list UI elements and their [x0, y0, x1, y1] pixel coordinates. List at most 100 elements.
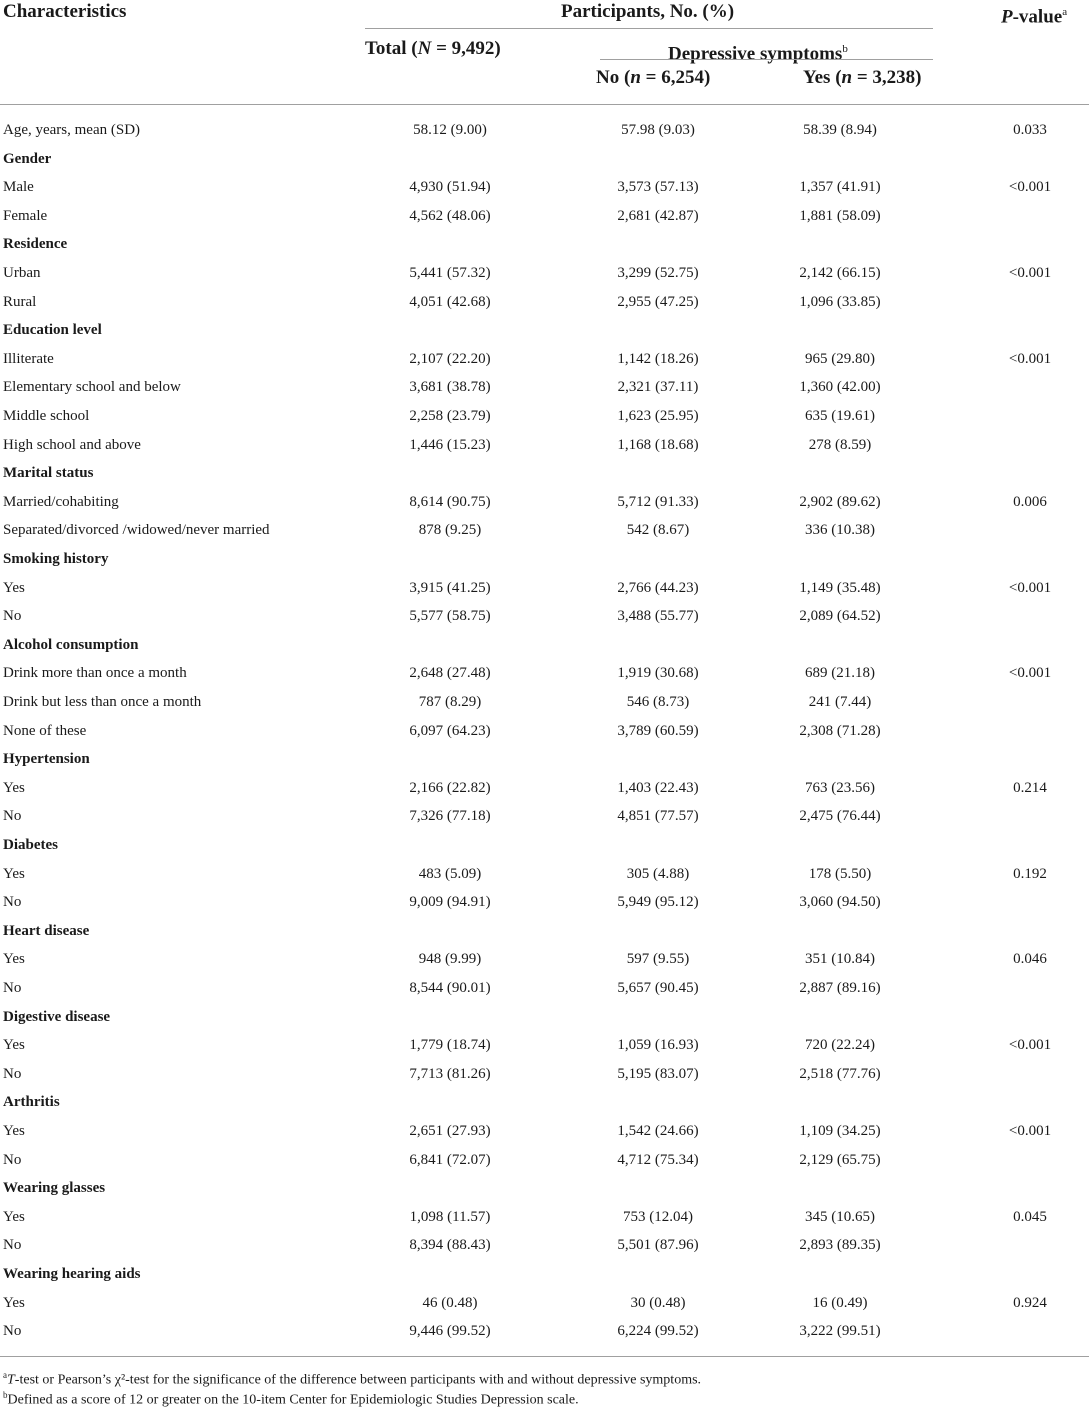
header-pvalue: P-valuea: [1001, 1, 1067, 28]
table-row: No 8,394 (88.43) 5,501 (87.96) 2,893 (89.35…: [0, 1231, 1089, 1260]
table-row: Male 4,930 (51.94) 3,573 (57.13) 1,357 (41.…: [0, 173, 1089, 202]
cell-yes-depressive: 1,096 (33.85): [799, 293, 881, 310]
cell-no-depressive: 305 (4.88): [626, 865, 690, 882]
table-row: No 7,713 (81.26) 5,195 (83.07) 2,518 (77.76…: [0, 1060, 1089, 1089]
cell-total: 7,713 (81.26): [409, 1065, 491, 1082]
cell-no-depressive: 2,321 (37.11): [617, 379, 699, 396]
section-header-row: Residence: [0, 230, 1089, 259]
cell-characteristic: Residence: [3, 236, 68, 253]
cell-yes-depressive: 2,129 (65.75): [799, 1151, 881, 1168]
table-row: No 5,577 (58.75) 3,488 (55.77) 2,089 (64.52…: [0, 602, 1089, 631]
cell-total: 1,779 (18.74): [409, 1037, 491, 1054]
header-yes-prefix: Yes (: [803, 67, 842, 88]
table-row: No 7,326 (77.18) 4,851 (77.57) 2,475 (76.44…: [0, 802, 1089, 831]
cell-yes-depressive: 3,060 (94.50): [799, 894, 881, 911]
cell-characteristic: Illiterate: [3, 350, 54, 367]
cell-no-depressive: 1,168 (18.68): [617, 436, 699, 453]
cell-characteristic: Yes: [3, 865, 25, 882]
cell-total: 8,394 (88.43): [409, 1237, 491, 1254]
cell-characteristic: No: [3, 1237, 22, 1254]
cell-no-depressive: 2,681 (42.87): [617, 207, 699, 224]
footnote-b: bDefined as a score of 12 or greater on …: [3, 1385, 579, 1411]
cell-total: 9,009 (94.91): [409, 894, 491, 911]
cell-total: 2,648 (27.48): [409, 665, 491, 682]
cell-total: 46 (0.48): [422, 1294, 478, 1311]
cell-yes-depressive: 2,902 (89.62): [799, 493, 881, 510]
cell-p-value: <0.001: [1008, 665, 1052, 682]
header-no: No (n = 6,254): [596, 67, 710, 89]
cell-no-depressive: 597 (9.55): [626, 951, 690, 968]
cell-characteristic: No: [3, 980, 22, 996]
cell-characteristic: Wearing glasses: [3, 1180, 106, 1197]
cell-p-value: <0.001: [1008, 1037, 1052, 1054]
cell-no-depressive: 3,299 (52.75): [617, 265, 699, 281]
cell-yes-depressive: 345 (10.65): [805, 1208, 875, 1225]
table-row: No 6,841 (72.07) 4,712 (75.34) 2,129 (65.75…: [0, 1146, 1089, 1175]
cell-characteristic: No: [3, 1151, 22, 1168]
header-yes: Yes (n = 3,238): [803, 67, 922, 89]
table-bottom-rule: [0, 1356, 1089, 1357]
cell-characteristic: Drink but less than once a month: [3, 694, 202, 710]
table-row: Yes 948 (9.99) 597 (9.55) 351 (10.84) 0.046: [0, 945, 1089, 974]
cell-characteristic: Digestive disease: [3, 1008, 111, 1025]
cell-characteristic: Urban: [3, 265, 41, 281]
cell-no-depressive: 546 (8.73): [626, 694, 690, 710]
cell-total: 2,258 (23.79): [409, 408, 491, 424]
section-header-row: Arthritis: [0, 1088, 1089, 1117]
cell-no-depressive: 6,224 (99.52): [617, 1323, 699, 1340]
cell-total: 787 (8.29): [418, 694, 482, 710]
cell-characteristic: No: [3, 1065, 22, 1082]
cell-total: 1,446 (15.23): [409, 436, 491, 453]
cell-yes-depressive: 2,518 (77.76): [799, 1065, 881, 1082]
table-row: Drink more than once a month 2,648 (27.48…: [0, 659, 1089, 688]
cell-yes-depressive: 178 (5.50): [808, 865, 872, 882]
footnote-a-text: -test or Pearson’s χ²-test for the signi…: [14, 1372, 702, 1388]
table-row: Illiterate 2,107 (22.20) 1,142 (18.26) 965 …: [0, 345, 1089, 374]
cell-p-value: 0.214: [1013, 779, 1047, 796]
table-row: Yes 1,098 (11.57) 753 (12.04) 345 (10.65) 0.…: [0, 1203, 1089, 1232]
cell-total: 8,544 (90.01): [409, 980, 491, 996]
cell-yes-depressive: 1,360 (42.00): [799, 379, 881, 396]
cell-yes-depressive: 351 (10.84): [805, 951, 875, 968]
cell-no-depressive: 542 (8.67): [626, 522, 690, 539]
cell-no-depressive: 2,766 (44.23): [617, 579, 699, 596]
header-no-prefix: No (: [596, 67, 631, 88]
table-row: Yes 483 (5.09) 305 (4.88) 178 (5.50) 0.192: [0, 860, 1089, 889]
cell-no-depressive: 3,789 (60.59): [617, 722, 699, 739]
cell-yes-depressive: 965 (29.80): [805, 350, 875, 367]
cell-characteristic: Heart disease: [3, 922, 90, 939]
cell-characteristic: Yes: [3, 1037, 25, 1054]
cell-no-depressive: 4,712 (75.34): [617, 1151, 699, 1168]
cell-characteristic: High school and above: [3, 436, 141, 453]
cell-total: 948 (9.99): [418, 951, 482, 968]
cell-no-depressive: 5,195 (83.07): [617, 1065, 699, 1082]
table-row: Drink but less than once a month 787 (8.2…: [0, 688, 1089, 717]
cell-characteristic: Marital status: [3, 465, 94, 482]
section-header-row: Diabetes: [0, 831, 1089, 860]
table-row: Middle school 2,258 (23.79) 1,623 (25.95) 6…: [0, 402, 1089, 431]
cell-characteristic: Alcohol consumption: [3, 636, 139, 653]
cell-characteristic: No: [3, 894, 22, 911]
cell-total: 3,681 (38.78): [409, 379, 491, 396]
header-depressive-sup: b: [842, 43, 848, 55]
table-row: None of these 6,097 (64.23) 3,789 (60.59) 2…: [0, 717, 1089, 746]
header-pvalue-sup: a: [1062, 6, 1068, 18]
section-header-row: Digestive disease: [0, 1003, 1089, 1032]
cell-yes-depressive: 2,887 (89.16): [799, 980, 881, 996]
section-header-row: Wearing hearing aids: [0, 1260, 1089, 1289]
header-participants: Participants, No. (%): [561, 1, 734, 23]
cell-no-depressive: 1,623 (25.95): [617, 408, 699, 424]
header-pvalue-text: -value: [1012, 6, 1063, 28]
cell-yes-depressive: 58.39 (8.94): [803, 122, 877, 138]
header-rule-depressive: [600, 59, 933, 60]
cell-p-value: <0.001: [1008, 1123, 1052, 1139]
cell-p-value: 0.033: [1013, 122, 1047, 138]
header-characteristics-text: Characteristics: [3, 1, 127, 22]
footnote-a-sup: a: [3, 1370, 7, 1380]
table-row: Female 4,562 (48.06) 2,681 (42.87) 1,881 (5…: [0, 202, 1089, 231]
cell-no-depressive: 5,712 (91.33): [617, 493, 699, 510]
section-header-row: Heart disease: [0, 917, 1089, 946]
cell-p-value: 0.045: [1013, 1208, 1047, 1225]
table-row: Rural 4,051 (42.68) 2,955 (47.25) 1,096 (33…: [0, 288, 1089, 317]
